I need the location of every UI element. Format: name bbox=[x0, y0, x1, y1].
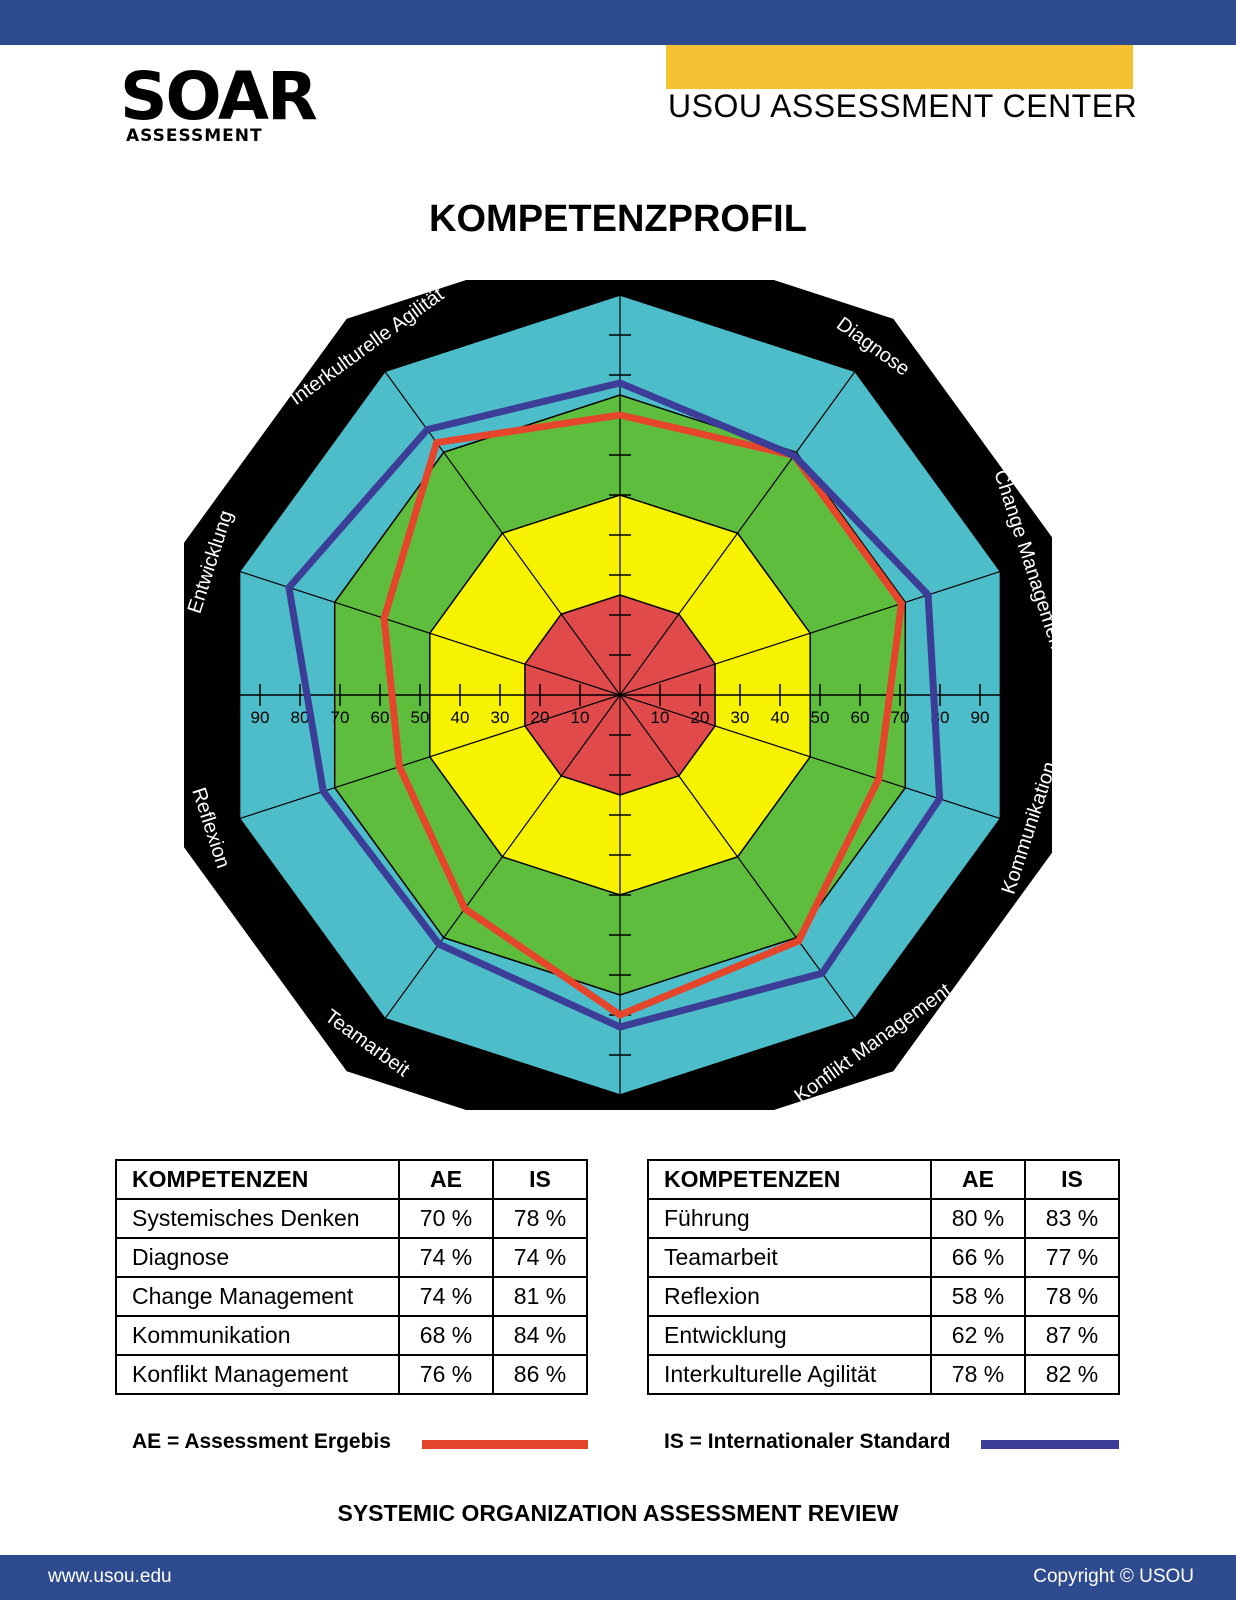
center-name: USOU ASSESSMENT CENTER bbox=[668, 88, 1138, 124]
competence-name: Kommunikation bbox=[115, 1315, 400, 1356]
is-value: 81 % bbox=[492, 1276, 588, 1317]
competence-name: Teamarbeit bbox=[647, 1237, 932, 1278]
column-header-competence: KOMPETENZEN bbox=[647, 1159, 932, 1200]
tick-label: 40 bbox=[771, 708, 790, 727]
tick-label: 70 bbox=[331, 708, 350, 727]
tick-label: 20 bbox=[531, 708, 550, 727]
competence-table-right: KOMPETENZEN AE IS Führung 80 % 83 % Teamar… bbox=[647, 1159, 1120, 1395]
competence-name: Interkulturelle Agilität bbox=[647, 1354, 932, 1395]
competence-name: Führung bbox=[647, 1198, 932, 1239]
ae-value: 68 % bbox=[398, 1315, 494, 1356]
competence-table-left: KOMPETENZEN AE IS Systemisches Denken 70 … bbox=[115, 1159, 588, 1395]
tick-label: 90 bbox=[251, 708, 270, 727]
column-header-ae: AE bbox=[398, 1159, 494, 1200]
ae-value: 70 % bbox=[398, 1198, 494, 1239]
is-value: 77 % bbox=[1024, 1237, 1120, 1278]
bottom-title: SYSTEMIC ORGANIZATION ASSESSMENT REVIEW bbox=[337, 1500, 899, 1526]
tick-label: 80 bbox=[291, 708, 310, 727]
table-row: Systemisches Denken 70 % 78 % bbox=[115, 1198, 588, 1239]
footer-copyright: Copyright © USOU bbox=[1033, 1566, 1194, 1587]
ae-value: 80 % bbox=[930, 1198, 1026, 1239]
is-value: 78 % bbox=[492, 1198, 588, 1239]
table-row: Konflikt Management 76 % 86 % bbox=[115, 1354, 588, 1395]
radar-spoke bbox=[239, 570, 621, 696]
tick-label: 10 bbox=[571, 708, 590, 727]
tick-label: 60 bbox=[371, 708, 390, 727]
competence-name: Konflikt Management bbox=[115, 1354, 400, 1395]
is-value: 74 % bbox=[492, 1237, 588, 1278]
column-header-is: IS bbox=[492, 1159, 588, 1200]
legend-is-line bbox=[981, 1440, 1119, 1449]
table-row: Reflexion 58 % 78 % bbox=[647, 1276, 1120, 1317]
table-row: Führung 80 % 83 % bbox=[647, 1198, 1120, 1239]
tick-label: 90 bbox=[971, 708, 990, 727]
tick-label: 60 bbox=[851, 708, 870, 727]
competence-name: Change Management bbox=[115, 1276, 400, 1317]
legend-ae-label: AE = Assessment Ergebis bbox=[132, 1430, 391, 1453]
radar-spoke bbox=[239, 694, 621, 820]
column-header-ae: AE bbox=[930, 1159, 1026, 1200]
tick-label: 50 bbox=[411, 708, 430, 727]
competence-name: Diagnose bbox=[115, 1237, 400, 1278]
table-row: Kommunikation 68 % 84 % bbox=[115, 1315, 588, 1356]
radar-spoke bbox=[619, 694, 856, 1019]
ae-value: 58 % bbox=[930, 1276, 1026, 1317]
legend-ae-line bbox=[422, 1440, 588, 1449]
is-value: 83 % bbox=[1024, 1198, 1120, 1239]
tick-label: 20 bbox=[691, 708, 710, 727]
table-header-row: KOMPETENZEN AE IS bbox=[115, 1159, 588, 1200]
is-value: 82 % bbox=[1024, 1354, 1120, 1395]
series-is-line bbox=[285, 379, 944, 1031]
column-header-competence: KOMPETENZEN bbox=[115, 1159, 400, 1200]
radar-spoke bbox=[619, 371, 856, 696]
radar-spoke bbox=[384, 694, 621, 1019]
competence-name: Entwicklung bbox=[647, 1315, 932, 1356]
table-row: Change Management 74 % 81 % bbox=[115, 1276, 588, 1317]
tick-label: 10 bbox=[651, 708, 670, 727]
is-value: 84 % bbox=[492, 1315, 588, 1356]
ae-value: 78 % bbox=[930, 1354, 1026, 1395]
table-header-row: KOMPETENZEN AE IS bbox=[647, 1159, 1120, 1200]
top-bar bbox=[0, 0, 1236, 45]
table-row: Teamarbeit 66 % 77 % bbox=[647, 1237, 1120, 1278]
is-value: 86 % bbox=[492, 1354, 588, 1395]
ae-value: 76 % bbox=[398, 1354, 494, 1395]
table-row: Diagnose 74 % 74 % bbox=[115, 1237, 588, 1278]
tick-label: 50 bbox=[811, 708, 830, 727]
competence-name: Reflexion bbox=[647, 1276, 932, 1317]
is-value: 78 % bbox=[1024, 1276, 1120, 1317]
competence-name: Systemisches Denken bbox=[115, 1198, 400, 1239]
ae-value: 74 % bbox=[398, 1276, 494, 1317]
tick-label: 70 bbox=[891, 708, 910, 727]
tick-label: 30 bbox=[731, 708, 750, 727]
tick-label: 40 bbox=[451, 708, 470, 727]
page-title: KOMPETENZPROFIL bbox=[429, 198, 807, 240]
footer-website: www.usou.edu bbox=[48, 1566, 172, 1587]
legend-is-label: IS = Internationaler Standard bbox=[664, 1430, 951, 1453]
radar-chart: 101020203030404050506060707080809090Syst… bbox=[184, 280, 1052, 1110]
series-ae-line bbox=[380, 411, 906, 1019]
soar-logo: SOAR ASSESSMENT bbox=[120, 58, 335, 146]
is-value: 87 % bbox=[1024, 1315, 1120, 1356]
footer-bar: www.usou.edu Copyright © USOU bbox=[0, 1555, 1236, 1600]
radar-spoke bbox=[619, 570, 1001, 696]
column-header-is: IS bbox=[1024, 1159, 1120, 1200]
radar-spoke bbox=[384, 371, 621, 696]
ae-value: 74 % bbox=[398, 1237, 494, 1278]
logo-word: SOAR bbox=[120, 58, 318, 135]
tick-label: 30 bbox=[491, 708, 510, 727]
ae-value: 66 % bbox=[930, 1237, 1026, 1278]
accent-bar bbox=[666, 45, 1133, 89]
table-row: Interkulturelle Agilität 78 % 82 % bbox=[647, 1354, 1120, 1395]
table-row: Entwicklung 62 % 87 % bbox=[647, 1315, 1120, 1356]
ae-value: 62 % bbox=[930, 1315, 1026, 1356]
logo-subtitle: ASSESSMENT bbox=[126, 126, 263, 146]
